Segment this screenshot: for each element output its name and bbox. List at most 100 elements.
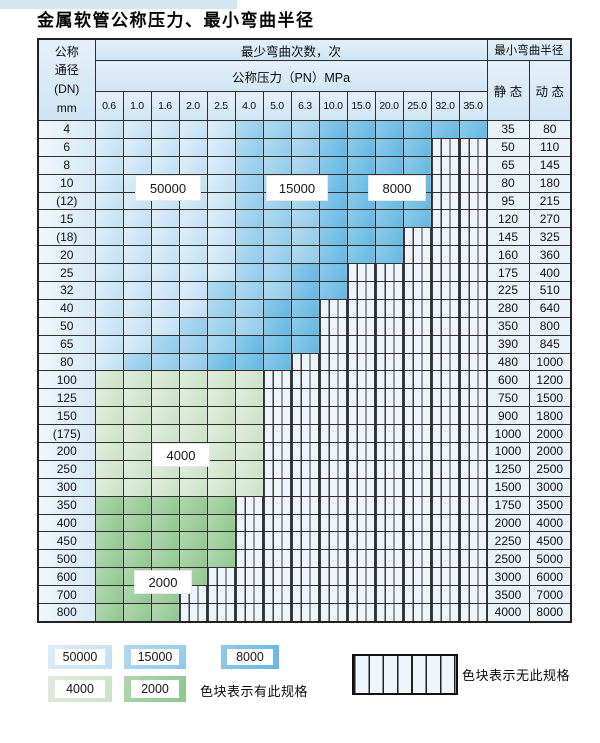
static-radius-value: 480 <box>486 352 530 372</box>
no-spec-cell <box>262 477 292 497</box>
table-row: (12) 95 215 <box>37 191 572 211</box>
table-row: 600 3000 6000 <box>37 567 572 587</box>
spec-cell <box>318 120 348 139</box>
spec-cell <box>234 191 264 211</box>
page-top-strip <box>0 0 237 9</box>
spec-cell <box>234 173 264 193</box>
no-spec-cell <box>346 549 376 569</box>
spec-cell <box>122 245 152 265</box>
spec-cell <box>206 281 236 300</box>
static-radius-value: 50 <box>486 137 530 157</box>
no-spec-cell <box>458 137 488 157</box>
spec-cell <box>290 137 320 157</box>
spec-cell <box>94 263 124 283</box>
no-spec-cell <box>458 549 488 569</box>
spec-cell <box>150 245 180 265</box>
no-spec-cell <box>290 495 320 515</box>
spec-cell <box>122 459 152 479</box>
spec-cell <box>206 120 236 139</box>
no-spec-cell <box>206 603 236 623</box>
no-spec-cell <box>402 585 432 605</box>
no-spec-cell <box>430 531 460 551</box>
pressure-tick: 0.6 <box>94 91 124 121</box>
spec-cell <box>374 191 404 211</box>
spec-cell <box>346 155 376 175</box>
table-row: 10 80 180 <box>37 173 572 193</box>
dn-label: 50 <box>37 316 96 336</box>
spec-cell <box>178 477 208 497</box>
no-spec-cell <box>430 263 460 283</box>
spec-cell <box>150 406 180 426</box>
table-row: 8 65 145 <box>37 155 572 175</box>
dynamic-radius-value: 270 <box>528 209 572 229</box>
static-radius-value: 280 <box>486 298 530 318</box>
spec-cell <box>94 567 124 587</box>
spec-cell <box>94 245 124 265</box>
spec-cell <box>122 531 152 551</box>
spec-cell <box>178 173 208 193</box>
no-spec-cell <box>430 388 460 408</box>
table-row: 80 480 1000 <box>37 352 572 372</box>
no-spec-cell <box>430 298 460 318</box>
spec-cell <box>150 316 180 336</box>
pressure-tick: 25.0 <box>402 91 432 121</box>
no-spec-cell <box>346 531 376 551</box>
no-spec-cell <box>374 442 404 461</box>
spec-cell <box>150 603 180 623</box>
no-spec-cell <box>346 316 376 336</box>
spec-cell <box>178 209 208 229</box>
table-row: 250 1250 2500 <box>37 459 572 479</box>
spec-cell <box>122 442 152 461</box>
spec-cell <box>150 137 180 157</box>
spec-cell <box>234 459 264 479</box>
dn-label: 700 <box>37 585 96 605</box>
spec-cell <box>122 281 152 300</box>
no-spec-cell <box>262 495 292 515</box>
spec-cell <box>178 298 208 318</box>
table-row: 25 175 400 <box>37 263 572 283</box>
spec-cell <box>150 585 180 605</box>
spec-cell <box>122 370 152 390</box>
no-spec-cell <box>262 459 292 479</box>
spec-cell <box>94 227 124 247</box>
no-spec-cell <box>346 352 376 372</box>
spec-table-header: 公称 通径 (DN) mm 最少弯曲次数，次 最小弯曲半径 公称压力（PN）MP… <box>37 38 572 121</box>
spec-cell <box>150 191 180 211</box>
no-spec-cell <box>430 245 460 265</box>
spec-cell <box>122 209 152 229</box>
no-spec-cell <box>290 442 320 461</box>
no-spec-cell <box>318 513 348 533</box>
spec-cell <box>178 155 208 175</box>
dynamic-radius-value: 325 <box>528 227 572 247</box>
no-spec-cell <box>346 513 376 533</box>
spec-cell <box>430 120 460 139</box>
spec-cell <box>94 495 124 515</box>
no-spec-cell <box>430 370 460 390</box>
no-spec-cell <box>262 567 292 587</box>
no-spec-cell <box>290 567 320 587</box>
spec-cell <box>122 406 152 426</box>
spec-cell <box>234 245 264 265</box>
no-spec-cell <box>458 227 488 247</box>
no-spec-cell <box>318 549 348 569</box>
spec-cell <box>318 281 348 300</box>
spec-cell <box>122 585 152 605</box>
spec-cell <box>178 567 208 587</box>
no-spec-cell <box>402 406 432 426</box>
no-spec-cell <box>318 352 348 372</box>
table-row: 150 900 1800 <box>37 406 572 426</box>
pressure-tick: 20.0 <box>374 91 404 121</box>
dynamic-radius-value: 110 <box>528 137 572 157</box>
spec-cell <box>262 137 292 157</box>
no-spec-cell <box>206 585 236 605</box>
spec-cell <box>206 388 236 408</box>
spec-cell <box>178 495 208 515</box>
no-spec-cell <box>430 137 460 157</box>
spec-cell <box>122 495 152 515</box>
no-spec-cell <box>318 370 348 390</box>
no-spec-cell <box>402 549 432 569</box>
dn-label: 600 <box>37 567 96 587</box>
no-spec-cell <box>290 513 320 533</box>
no-spec-cell <box>234 549 264 569</box>
no-spec-cell <box>262 442 292 461</box>
